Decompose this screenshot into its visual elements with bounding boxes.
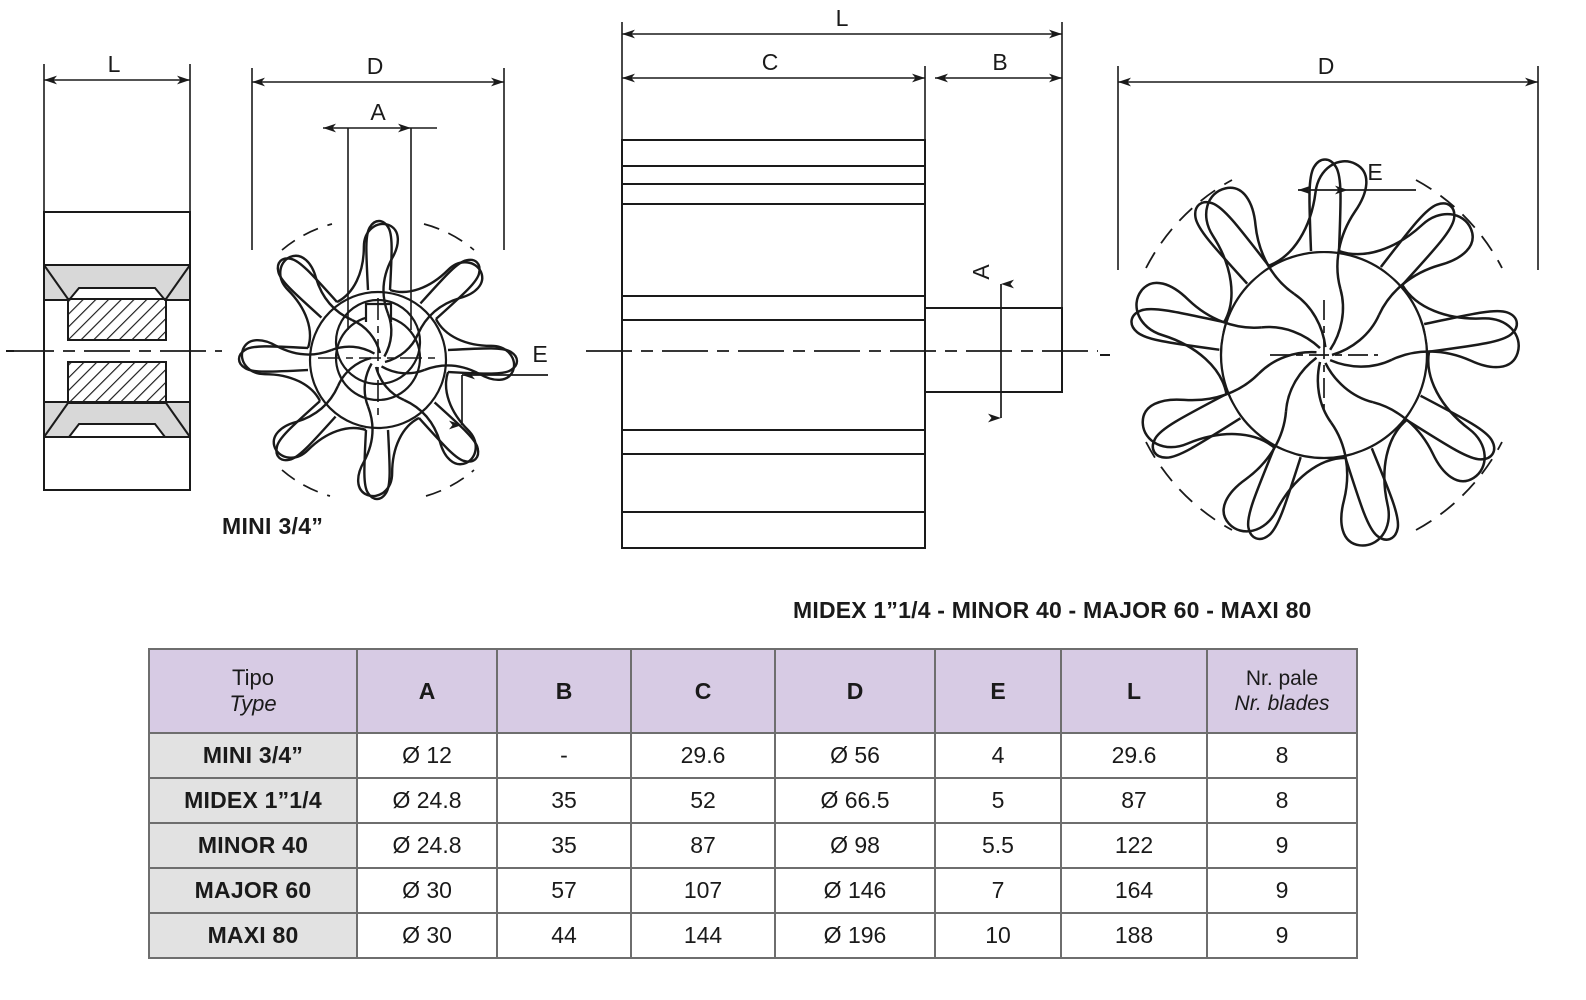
cell-c: 144	[630, 912, 776, 959]
dim-label-L-mini: L	[108, 51, 121, 77]
cell-b: -	[496, 732, 632, 779]
cell-e: 4	[934, 732, 1062, 779]
column-header-l: L	[1060, 648, 1208, 734]
cell-c: 29.6	[630, 732, 776, 779]
table-header-row: Tipo Type A B C D E L Nr. pale Nr. blade…	[148, 648, 1358, 734]
dim-label-L-midex: L	[836, 5, 849, 31]
column-header-type-it: Tipo	[232, 664, 274, 690]
cell-blades: 9	[1206, 912, 1358, 959]
column-header-c: C	[630, 648, 776, 734]
column-header-type-en: Type	[229, 691, 277, 716]
cell-blades: 8	[1206, 777, 1358, 824]
dim-label-C-midex: C	[762, 49, 779, 75]
view-mini-impeller: D A	[234, 53, 548, 504]
table-row: MAXI 80 Ø 30 44 144 Ø 196 10 188 9	[148, 912, 1358, 959]
cell-d: Ø 56	[774, 732, 936, 779]
column-header-blades: Nr. pale Nr. blades	[1206, 648, 1358, 734]
cell-type: MAXI 80	[148, 912, 358, 959]
dim-label-E-mini: E	[532, 341, 547, 367]
table-row: MINI 3/4” Ø 12 - 29.6 Ø 56 4 29.6 8	[148, 732, 1358, 779]
table-row: MINOR 40 Ø 24.8 35 87 Ø 98 5.5 122 9	[148, 822, 1358, 869]
caption-mini: MINI 3/4”	[222, 513, 324, 539]
column-header-a: A	[356, 648, 498, 734]
cell-a: Ø 30	[356, 867, 498, 914]
dim-label-A-mini: A	[370, 99, 386, 125]
cell-a: Ø 30	[356, 912, 498, 959]
cell-c: 52	[630, 777, 776, 824]
caption-midex: MIDEX 1”1/4 - MINOR 40 - MAJOR 60 - MAXI…	[793, 597, 1312, 623]
cell-blades: 8	[1206, 732, 1358, 779]
cell-b: 35	[496, 777, 632, 824]
cell-b: 44	[496, 912, 632, 959]
view-midex-impeller: D	[1117, 53, 1539, 556]
spec-table-container: Tipo Type A B C D E L Nr. pale Nr. blade…	[148, 648, 1358, 959]
cell-l: 164	[1060, 867, 1208, 914]
cell-e: 5.5	[934, 822, 1062, 869]
dim-label-B-midex: B	[992, 49, 1007, 75]
cell-d: Ø 196	[774, 912, 936, 959]
cell-blades: 9	[1206, 867, 1358, 914]
cell-l: 87	[1060, 777, 1208, 824]
table-row: MIDEX 1”1/4 Ø 24.8 35 52 Ø 66.5 5 87 8	[148, 777, 1358, 824]
cell-e: 5	[934, 777, 1062, 824]
cell-e: 7	[934, 867, 1062, 914]
cell-e: 10	[934, 912, 1062, 959]
cell-d: Ø 98	[774, 822, 936, 869]
column-header-d: D	[774, 648, 936, 734]
cell-d: Ø 146	[774, 867, 936, 914]
dim-label-E-midex: E	[1367, 159, 1382, 185]
cell-a: Ø 12	[356, 732, 498, 779]
cell-a: Ø 24.8	[356, 822, 498, 869]
cell-blades: 9	[1206, 822, 1358, 869]
column-header-type: Tipo Type	[148, 648, 358, 734]
view-mini-side-section: L	[8, 51, 222, 491]
dim-label-D-midex: D	[1318, 53, 1335, 79]
cell-type: MAJOR 60	[148, 867, 358, 914]
cell-a: Ø 24.8	[356, 777, 498, 824]
cell-type: MIDEX 1”1/4	[148, 777, 358, 824]
cell-l: 122	[1060, 822, 1208, 869]
cell-l: 29.6	[1060, 732, 1208, 779]
cell-type: MINI 3/4”	[148, 732, 358, 779]
dim-label-D-mini: D	[367, 53, 384, 79]
view-midex-side-section: L C B	[586, 5, 1098, 549]
cell-c: 107	[630, 867, 776, 914]
cell-d: Ø 66.5	[774, 777, 936, 824]
column-header-b: B	[496, 648, 632, 734]
column-header-blades-en: Nr. blades	[1234, 692, 1330, 715]
table-body: MINI 3/4” Ø 12 - 29.6 Ø 56 4 29.6 8 MIDE…	[148, 732, 1358, 959]
column-header-blades-it: Nr. pale	[1245, 666, 1319, 690]
column-header-e: E	[934, 648, 1062, 734]
impeller-spec-table: Tipo Type A B C D E L Nr. pale Nr. blade…	[148, 648, 1358, 959]
cell-b: 57	[496, 867, 632, 914]
dim-label-A-midex: A	[968, 264, 994, 280]
cell-l: 188	[1060, 912, 1208, 959]
cell-b: 35	[496, 822, 632, 869]
table-row: MAJOR 60 Ø 30 57 107 Ø 146 7 164 9	[148, 867, 1358, 914]
cell-type: MINOR 40	[148, 822, 358, 869]
technical-drawing-svg: L	[6, 5, 1539, 556]
cell-c: 87	[630, 822, 776, 869]
